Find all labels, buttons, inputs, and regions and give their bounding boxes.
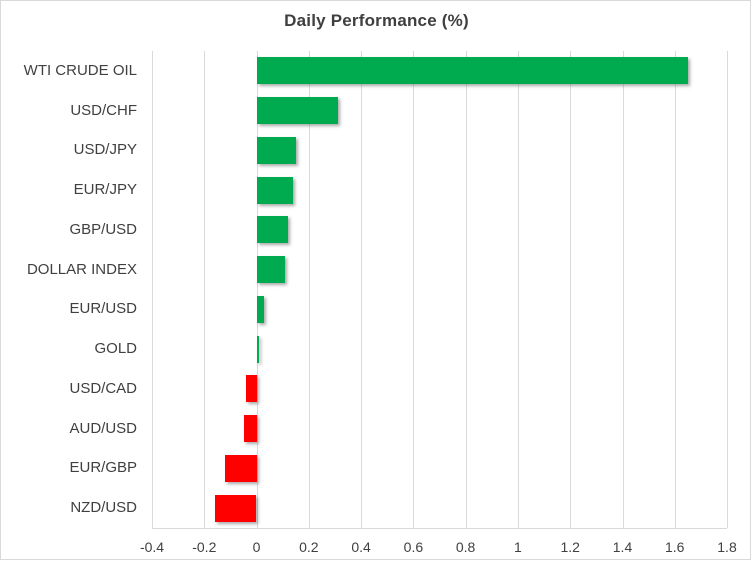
category-label: USD/CHF [70, 101, 137, 119]
category-label: NZD/USD [70, 499, 137, 517]
bar-nzd-usd [214, 494, 257, 522]
bar-usd-chf [256, 97, 338, 125]
x-tick-label: -0.4 [139, 539, 165, 555]
gridline [465, 51, 467, 528]
x-tick-label: 1.6 [664, 539, 685, 555]
x-tick-label: 1.8 [717, 539, 737, 555]
bar-aud-usd [243, 415, 257, 443]
gridline [308, 51, 310, 528]
category-label: EUR/JPY [73, 181, 137, 199]
bar-eur-usd [256, 295, 265, 323]
gridline [152, 51, 153, 528]
x-tick-label: 0 [252, 539, 261, 555]
category-label: DOLLAR INDEX [26, 260, 137, 278]
gridline [204, 51, 206, 528]
gridline [361, 51, 363, 528]
chart-title: Daily Performance (%) [284, 11, 469, 30]
x-axis-line [152, 528, 727, 529]
gridline [256, 51, 258, 528]
category-label: USD/CAD [69, 379, 137, 397]
bar-usd-cad [246, 375, 257, 403]
gridline [517, 51, 519, 528]
category-label: EUR/USD [69, 300, 137, 318]
gridline [413, 51, 415, 528]
bar-eur-gbp [225, 454, 257, 482]
x-tick-label: 1.2 [560, 539, 580, 555]
x-tick-label: 0.8 [455, 539, 476, 555]
category-label: EUR/GBP [69, 459, 137, 477]
x-tick-label: 1 [513, 539, 522, 555]
x-tick-label: 0.6 [403, 539, 424, 555]
bar-usd-jpy [256, 136, 296, 164]
category-label: GOLD [94, 340, 137, 358]
x-tick-label: 0.4 [351, 539, 371, 555]
category-label: WTI CRUDE OIL [23, 61, 137, 79]
x-tick-label: -0.2 [192, 539, 217, 555]
bar-gold [256, 335, 260, 363]
bar-dollar-index [256, 256, 286, 284]
category-label: USD/JPY [73, 141, 137, 159]
category-label: GBP/USD [69, 220, 137, 238]
category-label: AUD/USD [69, 419, 137, 437]
x-tick-label: 0.2 [299, 539, 319, 555]
gridline [570, 51, 572, 528]
gridline [674, 51, 676, 528]
bar-gbp-usd [256, 216, 288, 244]
x-tick-label: 1.4 [612, 539, 633, 555]
bar-eur-jpy [256, 176, 294, 204]
bar-wti-crude-oil [256, 57, 688, 85]
gridline [727, 51, 728, 528]
gridline [622, 51, 624, 528]
